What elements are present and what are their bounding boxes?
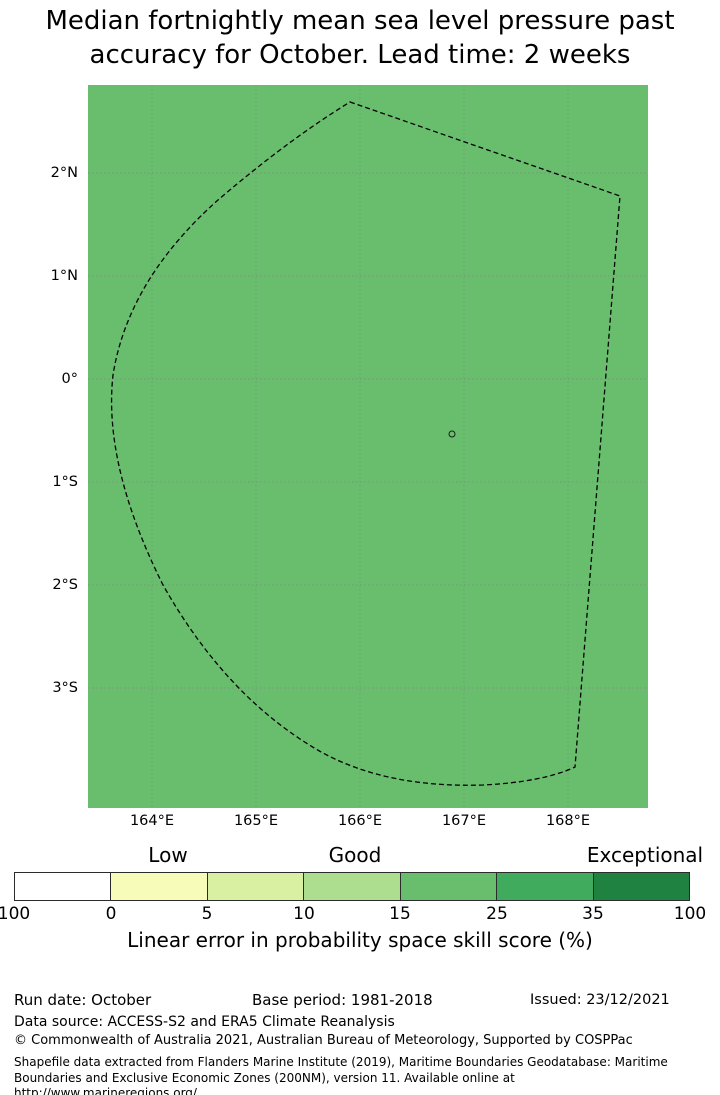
figure-title-line-1: Median fortnightly mean sea level pressu… <box>45 6 675 36</box>
y-axis-tick-label: 0° <box>61 371 78 387</box>
colorbar-tick-label: 100 <box>0 904 31 924</box>
y-axis-tick-label: 3°S <box>52 680 78 696</box>
colorbar-tick-label: 35 <box>582 904 604 924</box>
colorbar-tick-label: 0 <box>105 904 117 924</box>
colorbar-tick-label: 15 <box>389 904 411 924</box>
colorbar-segment <box>15 873 111 900</box>
y-axis-tick-label: 2°S <box>52 577 78 593</box>
colorbar-label-low: Low <box>148 843 188 867</box>
colorbar-segment <box>110 873 207 900</box>
colorbar-segment <box>303 873 400 900</box>
eez-boundary-outline <box>110 101 621 786</box>
map-panel <box>88 85 648 808</box>
colorbar-segment <box>496 873 593 900</box>
island-marker <box>448 430 456 438</box>
colorbar <box>14 872 690 901</box>
run-date-text: Run date: October <box>14 991 152 1009</box>
map-svg <box>88 85 648 808</box>
graticule-gridlines <box>88 85 648 808</box>
colorbar-segment <box>206 873 304 900</box>
y-axis-tick-label: 1°N <box>50 268 78 284</box>
base-period-text: Base period: 1981-2018 <box>252 991 433 1009</box>
colorbar-tick-label: 10 <box>293 904 315 924</box>
y-axis-tick-label: 2°N <box>50 165 78 181</box>
colorbar-caption: Linear error in probability space skill … <box>127 928 593 952</box>
y-axis-tick-label: 1°S <box>52 474 78 490</box>
data-source-text: Data source: ACCESS-S2 and ERA5 Climate … <box>14 1014 395 1030</box>
colorbar-tick-label: 25 <box>486 904 508 924</box>
figure-title-line-2: accuracy for October. Lead time: 2 weeks <box>89 40 631 70</box>
x-axis-tick-label: 167°E <box>441 813 487 829</box>
colorbar-segment <box>399 873 497 900</box>
colorbar-segment <box>592 873 689 900</box>
colorbar-tick-label: 5 <box>201 904 213 924</box>
colorbar-tick-label: 100 <box>673 904 707 924</box>
issued-date-text: Issued: 23/12/2021 <box>530 992 670 1008</box>
x-axis-tick-label: 166°E <box>337 813 383 829</box>
shapefile-attribution-text: Shapefile data extracted from Flanders M… <box>14 1055 668 1095</box>
x-axis-tick-label: 165°E <box>233 813 279 829</box>
sea-skill-fill <box>88 85 648 808</box>
x-axis-tick-label: 164°E <box>129 813 175 829</box>
copyright-text: © Commonwealth of Australia 2021, Austra… <box>14 1033 633 1048</box>
colorbar-label-good: Good <box>328 843 382 867</box>
figure-title: Median fortnightly mean sea level pressu… <box>0 4 720 72</box>
colorbar-label-exceptional: Exceptional <box>586 843 704 867</box>
x-axis-tick-label: 168°E <box>545 813 591 829</box>
